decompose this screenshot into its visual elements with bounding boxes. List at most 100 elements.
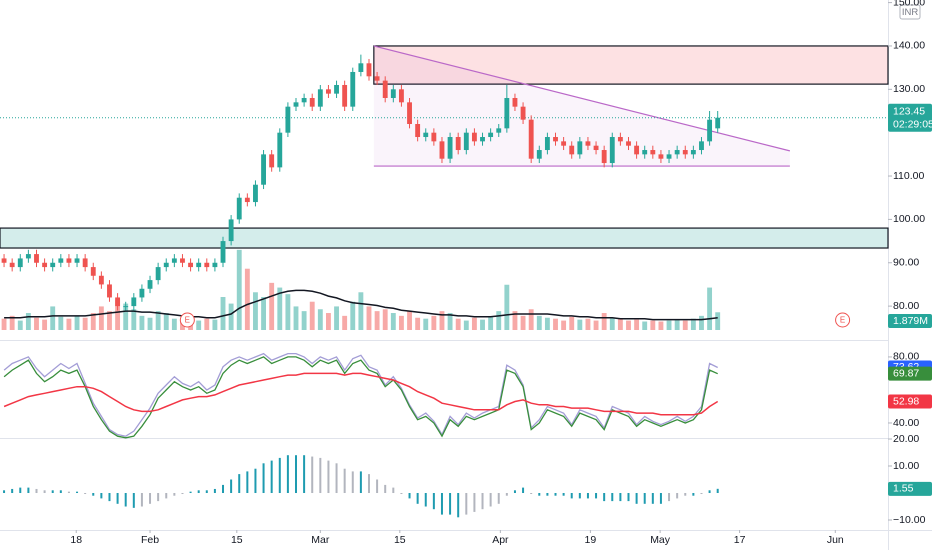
candle-body (261, 154, 266, 185)
histogram-bar (400, 493, 403, 495)
volume-bar (439, 311, 445, 330)
x-tick-label: 15 (394, 534, 406, 546)
volume-bar (1, 318, 7, 330)
price-badge: 123.45 (893, 106, 925, 118)
candle-body (415, 124, 421, 138)
volume-bar (147, 317, 153, 330)
histogram-badge-bg (888, 481, 932, 496)
candle-body (431, 132, 437, 142)
histogram-bar (635, 493, 638, 504)
histogram-bar (522, 487, 525, 494)
candle-body (326, 89, 331, 94)
histogram-bar (359, 471, 362, 494)
candle-body (25, 254, 31, 259)
histogram-bar (595, 493, 598, 499)
histogram-bar (570, 493, 573, 499)
histogram-bar (59, 490, 62, 494)
histogram-bar (132, 493, 135, 508)
candle-body (569, 145, 575, 155)
candle-body (593, 145, 599, 151)
candle-body (601, 150, 607, 164)
candle-body (690, 150, 696, 155)
volume-bar (309, 301, 315, 330)
histogram-bar (140, 493, 143, 507)
volume-bar (293, 306, 299, 330)
candle-body (407, 102, 412, 125)
candle-body (642, 150, 648, 155)
indicator-badge-bg (888, 394, 932, 409)
histogram-bar (124, 493, 127, 507)
volume-bar (707, 287, 713, 330)
candle-body (301, 97, 307, 103)
histogram-bar (11, 488, 14, 494)
histogram-bar (100, 493, 103, 499)
candle-body (139, 288, 145, 298)
candle-body (471, 132, 477, 142)
countdown: 02:29:05 (893, 119, 932, 131)
candle-body (528, 119, 534, 159)
candle-body (350, 71, 356, 107)
candle-body (536, 150, 542, 159)
histogram-bar (108, 493, 111, 502)
histogram-bar (343, 468, 346, 494)
histogram-bar (173, 493, 176, 496)
histogram-bar (651, 493, 654, 504)
volume-bar (585, 318, 591, 330)
histogram-bar (286, 455, 289, 494)
histogram-bar (295, 455, 297, 494)
candle-body (9, 262, 15, 268)
indicator-badge-bg (888, 366, 932, 381)
candle-body (293, 102, 299, 107)
volume-bar (277, 287, 283, 330)
volume-bar (58, 316, 64, 330)
candle-body (358, 63, 364, 72)
volume-bar (244, 268, 250, 330)
volume-bar (366, 306, 372, 330)
volume-bar (390, 313, 396, 330)
histogram-badge: 1.55 (893, 483, 914, 495)
volume-bar (374, 311, 380, 330)
volume-bar (131, 309, 137, 330)
volume-ma (4, 289, 718, 321)
x-tick-label: Apr (492, 534, 509, 546)
volume-bar (326, 313, 331, 330)
histogram-bar (700, 493, 703, 495)
y-tick-label: 80.00 (893, 300, 919, 312)
y-tick-label: 10.00 (893, 460, 919, 472)
volume-badge-bg (888, 314, 932, 328)
volume-bar (115, 299, 121, 330)
y-tick-label: 110.00 (893, 170, 924, 182)
volume-bar (642, 321, 648, 330)
volume-bar (690, 318, 696, 330)
histogram-bar (319, 457, 322, 494)
volume-bar (34, 317, 39, 330)
y-tick-label: −10.00 (893, 514, 926, 526)
volume-bar (520, 315, 526, 330)
volume-bar (317, 309, 323, 330)
candle-body (715, 117, 721, 129)
histogram-bar (708, 490, 711, 494)
y-tick-label: 130.00 (893, 83, 925, 95)
histogram-bar (676, 493, 679, 499)
volume-bar (25, 313, 31, 330)
histogram-bar (489, 493, 492, 507)
candle-body (455, 137, 461, 151)
candle-body (390, 89, 396, 98)
histogram-bar (254, 468, 257, 494)
histogram-bar (116, 493, 119, 504)
currency-box (899, 4, 921, 20)
histogram-bar (546, 493, 549, 496)
volume-bar (634, 319, 640, 330)
candle-body (439, 141, 445, 159)
histogram-bar (473, 493, 476, 512)
candle-body (163, 262, 169, 268)
volume-bar (423, 318, 429, 330)
histogram-bar (530, 493, 533, 495)
volume-bar (42, 319, 48, 330)
volume-bar (398, 315, 404, 330)
volume-bar (415, 317, 421, 330)
y-tick-label: 40.00 (893, 417, 919, 429)
indicator-badge: 69.87 (893, 367, 919, 379)
candle-body (17, 258, 23, 268)
histogram-bar (668, 493, 671, 502)
